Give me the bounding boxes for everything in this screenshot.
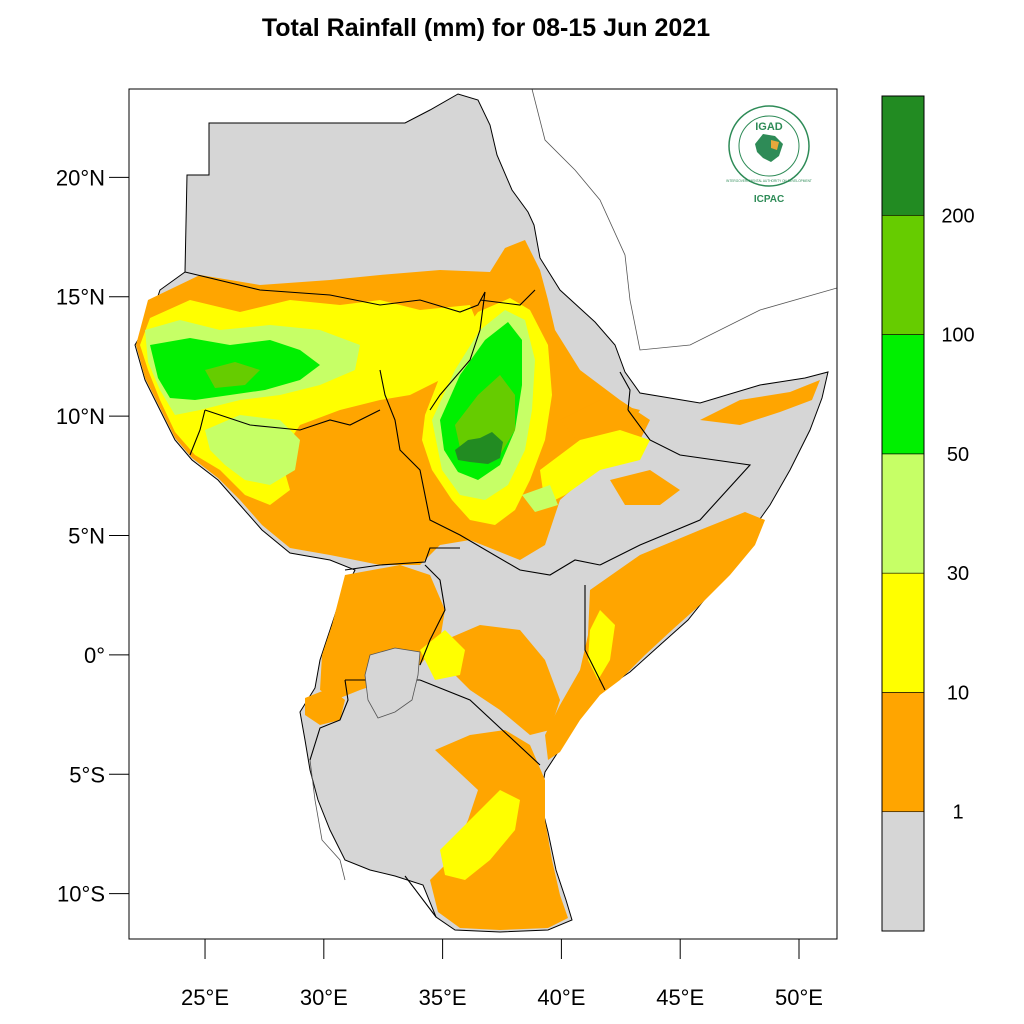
map-area	[134, 89, 837, 933]
lat-tick-label: 5°S	[69, 762, 105, 787]
legend-label: 50	[947, 444, 969, 466]
legend-label: 1	[952, 802, 963, 824]
lon-tick-label: 25°E	[181, 985, 229, 1010]
lake-tanganyika	[309, 759, 346, 881]
lon-tick-label: 50°E	[775, 985, 823, 1010]
legend-label: 100	[941, 325, 974, 347]
legend-swatch	[881, 453, 925, 574]
legend-swatch	[881, 572, 925, 693]
lat-tick-label: 20°N	[56, 165, 105, 190]
arabian-coast	[531, 89, 837, 351]
country-borders	[184, 271, 752, 918]
rainfall-legend: 1 10 30 50 100 200	[881, 95, 975, 932]
lon-tick-label: 35°E	[419, 985, 467, 1010]
legend-swatch	[881, 811, 925, 932]
latitude-axis: 20°N 15°N 10°N 5°N 0° 5°S 10°S	[56, 165, 129, 907]
rain-over-200mm	[455, 432, 503, 464]
legend-swatch	[881, 334, 925, 455]
legend-swatch	[881, 95, 925, 216]
legend-label: 10	[947, 682, 969, 704]
legend-label: 200	[941, 205, 974, 227]
lon-tick-label: 30°E	[300, 985, 348, 1010]
logo-subtitle: ICPAC	[754, 194, 784, 205]
lat-tick-label: 10°S	[57, 882, 105, 907]
legend-frame	[881, 95, 925, 932]
lat-tick-label: 0°	[84, 643, 105, 668]
legend-swatch	[881, 692, 925, 813]
legend-swatch	[881, 214, 925, 335]
legend-label: 30	[947, 563, 969, 585]
lat-tick-label: 10°N	[56, 404, 105, 429]
lon-tick-label: 45°E	[656, 985, 704, 1010]
lat-tick-label: 5°N	[68, 523, 105, 548]
igad-logo: IGAD ICPAC INTERGOVERNMENTAL AUTHORITY O…	[726, 105, 812, 205]
longitude-axis: 25°E 30°E 35°E 40°E 45°E 50°E	[181, 939, 823, 1010]
logo-name: IGAD	[755, 121, 783, 133]
lat-tick-label: 15°N	[56, 285, 105, 310]
map-frame	[128, 88, 838, 940]
lon-tick-label: 40°E	[537, 985, 585, 1010]
logo-ring-text: INTERGOVERNMENTAL AUTHORITY ON DEVELOPME…	[726, 179, 812, 183]
map-title: Total Rainfall (mm) for 08-15 Jun 2021	[261, 14, 711, 42]
lake-victoria	[364, 647, 421, 719]
